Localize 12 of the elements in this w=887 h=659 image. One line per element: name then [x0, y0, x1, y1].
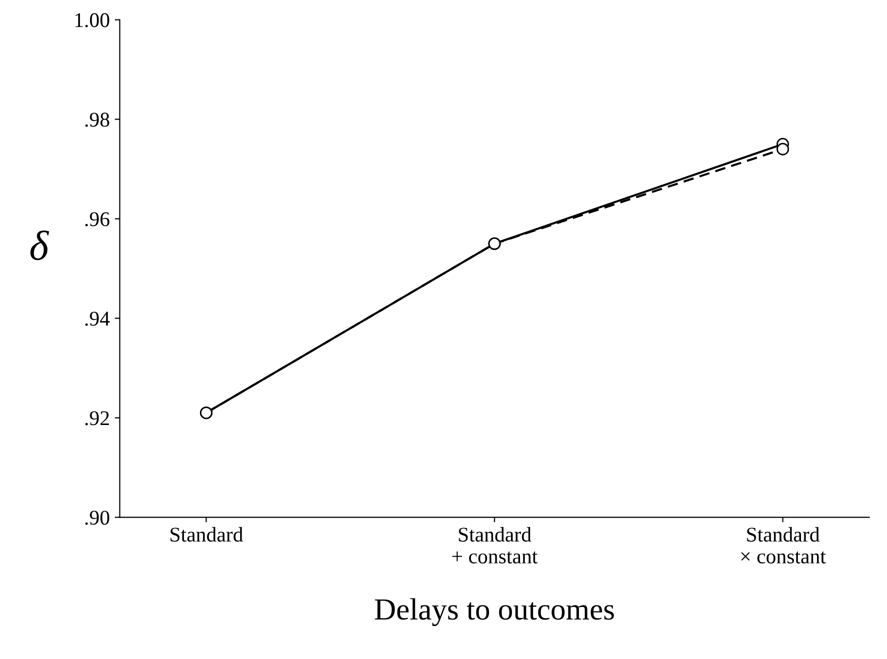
- y-tick-label: .96: [85, 212, 110, 226]
- y-tick-label: .90: [85, 510, 110, 525]
- x-tick-label: Standard: [170, 527, 243, 542]
- y-axis-title: δ: [30, 230, 50, 260]
- y-tick-label: .98: [85, 112, 110, 127]
- x-axis-title: Delays to outcomes: [374, 598, 614, 626]
- x-tick-label: Standard + constant: [452, 527, 538, 564]
- y-tick-label: .92: [85, 411, 109, 426]
- point: [776, 142, 790, 156]
- y-tick-label: 1.00: [75, 13, 110, 28]
- y-tick-label: .94: [85, 312, 110, 326]
- x-tick-label: Standard × constant: [741, 527, 826, 564]
